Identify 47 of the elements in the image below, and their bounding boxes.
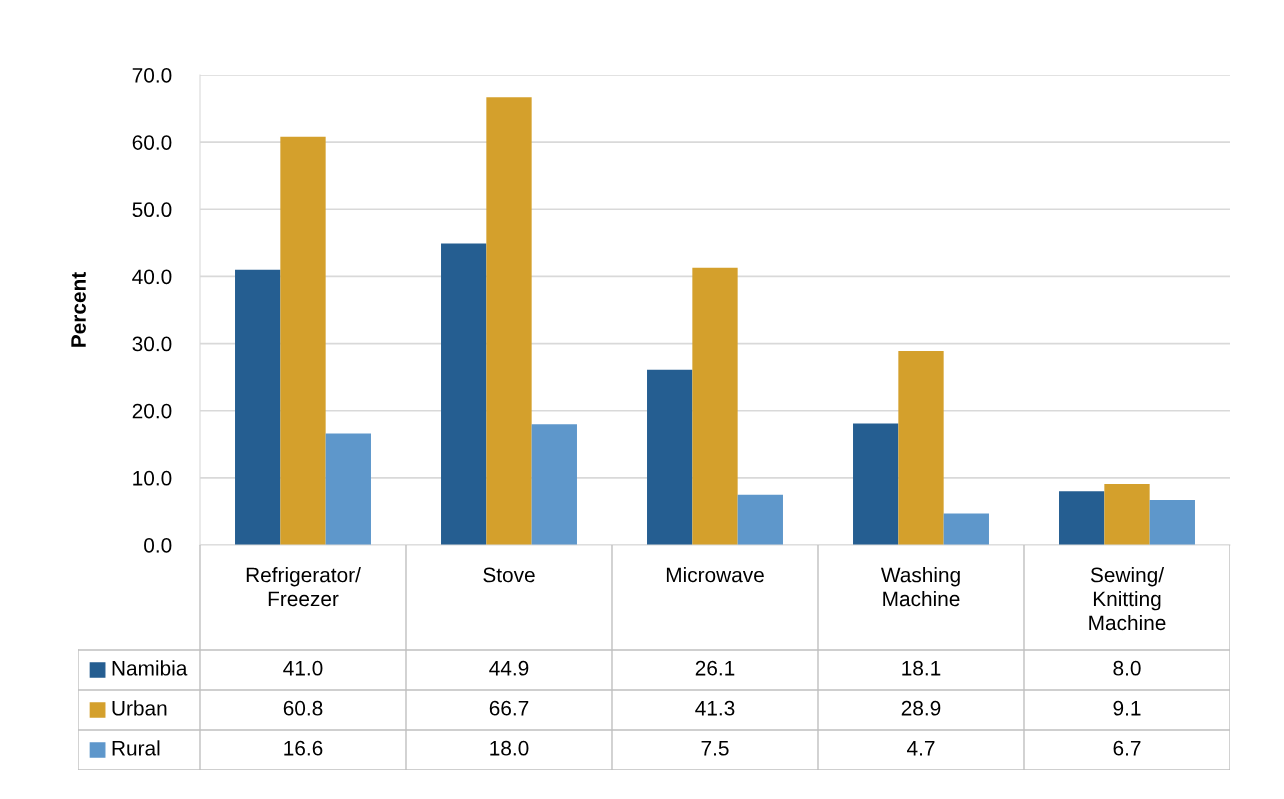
data-label: 66.7 (489, 700, 529, 716)
x-tick-label: Stove (483, 567, 535, 583)
y-axis-title: Percent (71, 272, 86, 347)
data-label: 9.1 (1113, 700, 1141, 716)
data-label: 16.6 (284, 740, 323, 756)
x-tick-label: Washing Machine (880, 567, 960, 607)
bar (737, 494, 783, 545)
bar (692, 267, 738, 545)
bar (1104, 483, 1150, 545)
bar (486, 97, 532, 545)
y-tick-label: 20.0 (132, 403, 172, 419)
data-label: 7.5 (701, 741, 729, 756)
data-label: 60.8 (283, 700, 323, 716)
x-tick-label: Sewing/ Knitting Machine (1089, 567, 1166, 631)
bar (325, 433, 371, 545)
bar (531, 424, 577, 545)
y-tick-label: 0.0 (144, 538, 172, 553)
y-tick-label: 10.0 (133, 470, 172, 486)
legend-label: Namibia (112, 660, 188, 676)
bar (280, 136, 326, 545)
bar (898, 350, 944, 545)
bar (235, 269, 281, 545)
data-label: 28.9 (901, 700, 941, 716)
bar (1149, 500, 1195, 545)
data-label: 18.1 (902, 660, 941, 676)
data-label: 8.0 (1113, 660, 1141, 676)
y-tick-label: 30.0 (132, 336, 172, 352)
data-label: 18.0 (490, 740, 529, 756)
bar (441, 243, 487, 545)
y-tick-label: 70.0 (132, 68, 172, 83)
bar (1059, 491, 1105, 545)
bar (647, 369, 693, 545)
data-label: 44.9 (489, 660, 529, 676)
bar (943, 513, 989, 545)
data-label: 4.7 (907, 741, 935, 756)
legend-label: Urban (112, 700, 167, 716)
y-tick-label: 60.0 (132, 135, 172, 150)
y-tick-label: 50.0 (132, 202, 172, 218)
data-label: 26.1 (695, 660, 735, 676)
x-tick-label: Microwave (666, 567, 764, 583)
y-tick-label: 40.0 (132, 269, 172, 285)
data-label: 41.0 (283, 660, 323, 676)
x-tick-label: Refrigerator/ Freezer (246, 567, 361, 607)
data-label: 41.3 (695, 700, 735, 716)
bar (853, 423, 899, 545)
data-label: 6.7 (1113, 740, 1141, 756)
legend-label: Rural (112, 740, 160, 756)
